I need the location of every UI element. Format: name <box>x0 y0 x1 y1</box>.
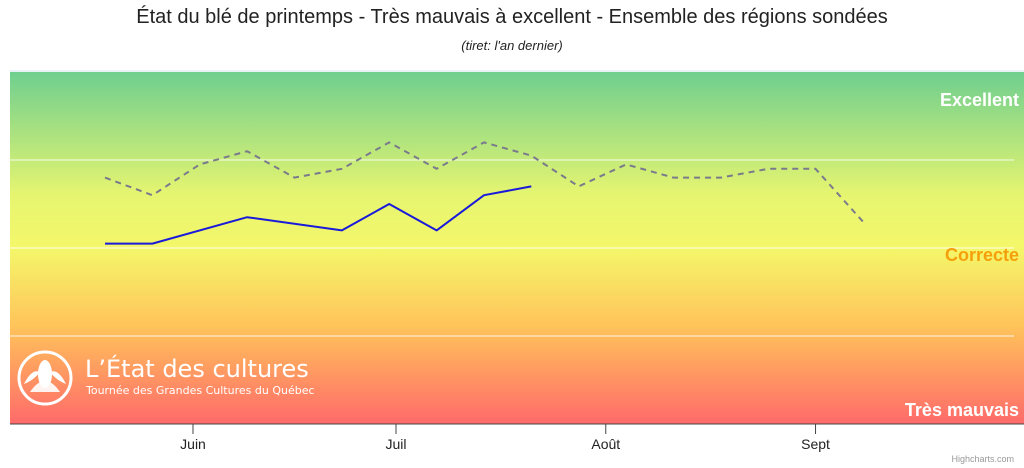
band-label-tres-mauvais: Très mauvais <box>905 400 1019 420</box>
chart-title: État du blé de printemps - Très mauvais … <box>136 6 888 28</box>
x-tick-label: Juin <box>180 436 206 452</box>
band-label-excellent: Excellent <box>940 90 1019 110</box>
band-label-correcte: Correcte <box>945 245 1019 265</box>
logo-subtitle: Tournée des Grandes Cultures du Québec <box>85 384 315 397</box>
logo-title: L’État des cultures <box>85 354 309 383</box>
chart-subtitle: (tiret: l'an dernier) <box>461 38 563 53</box>
credits[interactable]: Highcharts.com <box>951 454 1014 464</box>
logo-circle <box>17 350 73 406</box>
series-line-current[interactable] <box>105 185 532 245</box>
corn-icon <box>24 360 66 392</box>
x-tick-label: Août <box>591 436 620 452</box>
x-tick-label: Juil <box>385 436 406 452</box>
logo: L’État des cultures Tournée des Grandes … <box>17 350 315 406</box>
x-tick-label: Sept <box>801 436 830 452</box>
series-line-last-year[interactable] <box>104 141 864 223</box>
